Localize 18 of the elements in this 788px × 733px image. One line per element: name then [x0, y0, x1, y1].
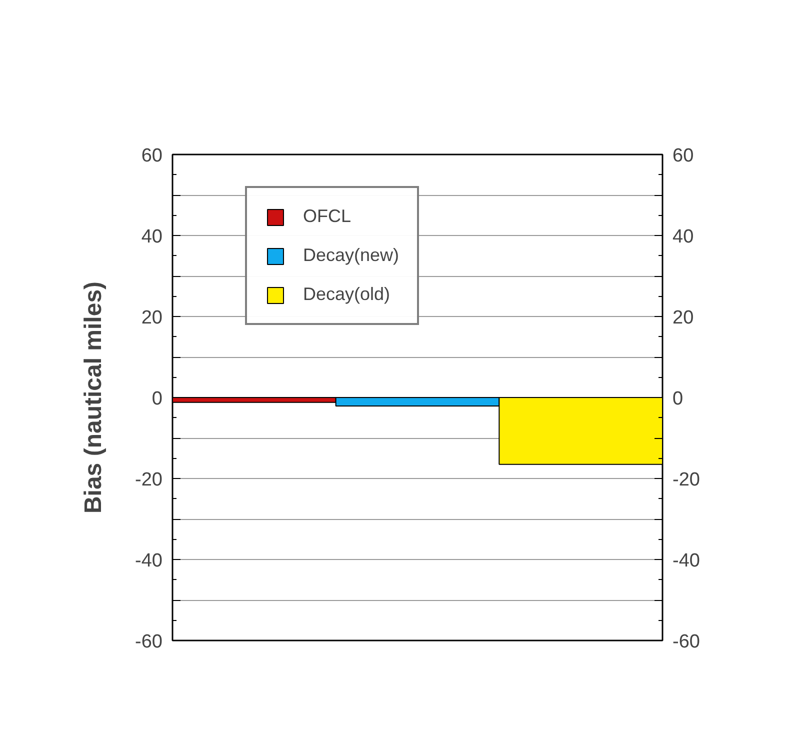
- y2-tick-label: 40: [672, 226, 694, 248]
- y-axis-title: Bias (nautical miles): [80, 281, 108, 514]
- y-tick-label: -20: [135, 470, 163, 490]
- legend-label: OFCL: [303, 206, 352, 227]
- y2-tick-label: -60: [672, 632, 700, 652]
- y2-tick-label: 20: [672, 308, 694, 328]
- y2-tick-label: -40: [672, 550, 700, 572]
- y-tick-label: 20: [141, 308, 163, 328]
- y-tick-label: 60: [141, 146, 163, 166]
- y-tick-label: -40: [135, 550, 163, 572]
- legend-label: Decay(new): [303, 245, 400, 266]
- legend-label: Decay(old): [303, 284, 390, 305]
- y-tick-label: 40: [141, 226, 163, 248]
- y-tick-label: 0: [152, 388, 163, 410]
- y2-tick-label: 0: [672, 388, 684, 410]
- y-tick-label: -60: [135, 632, 163, 652]
- y2-tick-label: 60: [672, 146, 694, 166]
- y2-tick-label: -20: [672, 470, 700, 490]
